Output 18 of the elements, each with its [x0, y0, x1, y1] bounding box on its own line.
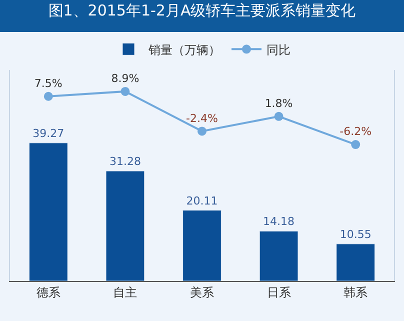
- data-label: 31.28: [109, 155, 141, 168]
- data-label: 8.9%: [111, 72, 140, 86]
- data-label: 14.18: [263, 215, 295, 228]
- x-tick-label: 德系: [36, 285, 60, 300]
- data-label: 39.27: [32, 126, 64, 140]
- x-tick-label: 自主: [113, 285, 138, 300]
- legend-label: 同比: [266, 42, 290, 57]
- data-label: 1.8%: [264, 97, 293, 110]
- data-label: -2.4%: [186, 112, 218, 125]
- data-label: 10.55: [340, 228, 372, 241]
- legend-label: 销量（万辆）: [148, 42, 220, 57]
- data-label: -6.2%: [340, 125, 372, 138]
- chart-title: 图1、2015年1-2月A级轿车主要派系销量变化: [48, 1, 356, 20]
- x-tick-label: 日系: [266, 285, 291, 300]
- data-label: 7.5%: [34, 77, 62, 90]
- data-label: 20.11: [186, 194, 218, 208]
- x-tick-label: 美系: [190, 285, 214, 300]
- x-tick-label: 韩系: [344, 285, 368, 300]
